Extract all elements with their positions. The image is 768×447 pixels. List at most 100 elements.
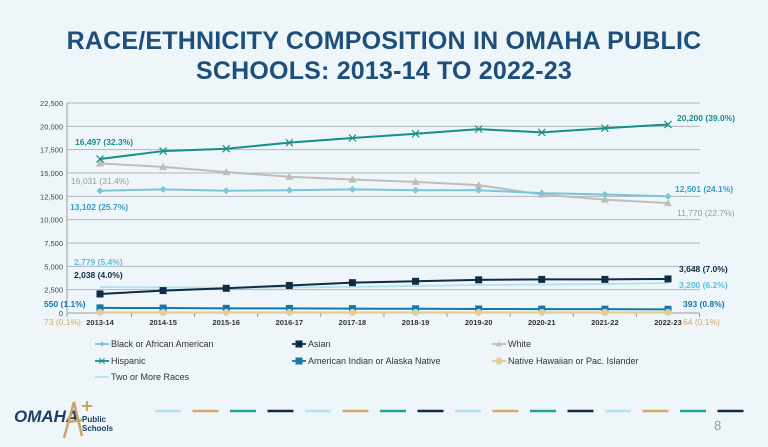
square-marker — [664, 275, 672, 283]
triangle-marker — [474, 181, 483, 189]
x-marker — [222, 144, 231, 153]
y-tick-label: 17,500 — [40, 146, 63, 155]
omaha-public-schools-logo: OMAHA Public Schools — [12, 396, 132, 442]
x-marker — [96, 155, 104, 163]
x-tick-label: 2017-18 — [339, 318, 367, 327]
x-marker — [474, 125, 483, 134]
x-marker — [411, 129, 420, 138]
triangle-marker — [348, 175, 357, 183]
circle-marker — [412, 308, 420, 316]
legend-label: Native Hawaiian or Pac. Islander — [508, 355, 639, 366]
legend-label: American Indian or Alaska Native — [308, 355, 441, 366]
square-marker — [222, 284, 230, 292]
logo-text: OMAHA — [14, 407, 78, 426]
x-marker — [285, 138, 294, 147]
y-tick-label: 10,000 — [40, 216, 63, 225]
diamond-marker — [99, 341, 105, 347]
square-marker — [159, 287, 167, 295]
x-marker — [600, 124, 609, 133]
legend-item: Asian — [292, 339, 331, 349]
x-marker — [159, 147, 168, 155]
x-tick-label: 2021-22 — [591, 318, 619, 327]
series-white — [96, 159, 672, 207]
square-marker — [412, 277, 420, 285]
data-label: 2,038 (4.0%) — [74, 270, 123, 280]
circle-marker — [475, 308, 483, 316]
data-label: 550 (1.1%) — [44, 299, 86, 309]
legend-swatch-icon — [95, 341, 109, 347]
circle-marker — [96, 308, 104, 316]
legend-swatch-icon — [492, 340, 506, 347]
data-label: 2,779 (5.4%) — [74, 257, 123, 267]
x-tick-label: 2019-20 — [465, 318, 493, 327]
circle-marker — [159, 308, 167, 316]
triangle-marker — [600, 195, 609, 203]
triangle-marker — [222, 168, 231, 176]
logo-sub-public: Public — [82, 415, 107, 424]
data-label: 16,497 (32.3%) — [75, 137, 133, 147]
legend-swatch-icon — [95, 376, 109, 378]
y-tick-label: 5,000 — [44, 262, 63, 271]
x-tick-label: 2014-15 — [149, 318, 177, 327]
x-marker — [537, 128, 546, 137]
series-black-or-african-american — [96, 185, 672, 200]
logo-sub-schools: Schools — [82, 424, 114, 433]
triangle-marker — [96, 159, 104, 167]
x-marker — [664, 120, 672, 129]
square-marker — [96, 304, 104, 312]
y-tick-label: 2,500 — [44, 286, 63, 295]
legend-label: Hispanic — [111, 355, 146, 366]
data-label: 12,501 (24.1%) — [675, 184, 733, 194]
data-label: 13,102 (25.7%) — [70, 202, 128, 212]
legend-swatch-icon — [492, 357, 506, 364]
series-native-hawaiian-or-pac-islander — [96, 308, 672, 316]
series-line — [99, 123, 669, 161]
diamond-marker — [538, 189, 546, 197]
diamond-marker — [475, 186, 483, 194]
data-label: 3,648 (7.0%) — [679, 264, 728, 274]
series-asian — [96, 275, 672, 298]
x-tick-label: 2015-16 — [212, 318, 240, 327]
legend-swatch-icon — [292, 357, 306, 364]
circle-marker — [285, 308, 293, 316]
diamond-marker — [601, 190, 609, 198]
diamond-marker — [285, 186, 293, 194]
circle-marker — [222, 308, 230, 316]
page-number: 8 — [714, 418, 722, 433]
triangle-marker — [159, 162, 168, 170]
y-tick-label: 22,500 — [40, 99, 63, 108]
diamond-marker — [348, 185, 356, 193]
data-label: 11,770 (22.7%) — [677, 208, 735, 218]
square-marker — [295, 357, 303, 364]
circle-marker — [664, 308, 672, 316]
legend-item: Black or African American — [95, 339, 214, 349]
square-marker — [159, 304, 167, 312]
series-two-or-more-races — [99, 282, 669, 289]
square-marker — [412, 305, 420, 313]
square-marker — [601, 275, 609, 283]
legend-label: Asian — [308, 339, 331, 349]
square-marker — [348, 279, 356, 287]
circle-marker — [538, 308, 546, 316]
x-tick-label: 2013-14 — [86, 318, 114, 327]
series-line — [99, 162, 669, 205]
x-tick-label: 2022-23 — [654, 318, 682, 327]
square-marker — [295, 340, 303, 348]
data-label: 393 (0.8%) — [683, 299, 725, 309]
series-hispanic — [96, 120, 672, 163]
title-line-1: RACE/ETHNICITY COMPOSITION IN OMAHA PUBL… — [66, 27, 702, 55]
triangle-marker — [411, 177, 420, 185]
square-marker — [285, 281, 293, 289]
circle-marker — [348, 308, 356, 316]
x-marker — [98, 357, 106, 364]
y-tick-label: 20,000 — [40, 122, 63, 131]
triangle-marker — [495, 340, 503, 347]
y-tick-label: 12,500 — [40, 192, 63, 201]
title-line-2: SCHOOLS: 2013-14 TO 2022-23 — [196, 57, 572, 85]
x-tick-label: 2018-19 — [402, 318, 430, 327]
series-line — [99, 306, 669, 311]
data-label: 64 (0.1%) — [683, 317, 720, 327]
square-marker — [96, 290, 104, 298]
legend-item: Native Hawaiian or Pac. Islander — [492, 356, 639, 366]
